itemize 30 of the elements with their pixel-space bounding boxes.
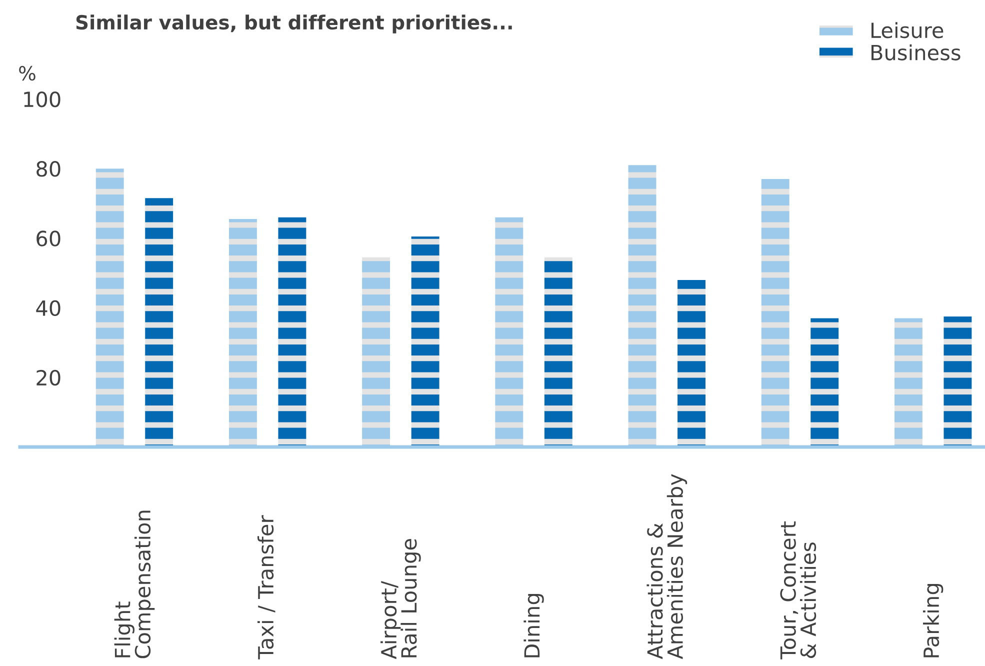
legend-label: Business [872, 44, 960, 60]
y-tick-label: 100 [24, 91, 60, 108]
y-tick-label: 20 [36, 370, 60, 386]
y-tick-label: 60 [36, 230, 60, 246]
y-axis-title: % [19, 66, 36, 81]
bar [278, 217, 306, 447]
bar [628, 165, 656, 447]
x-tick-label: Parking [923, 584, 944, 658]
x-tick-label: Attractions & Amenities Nearby [646, 474, 688, 660]
x-tick-label: Dining [524, 594, 544, 658]
x-tick-label: Airport/ Rail Lounge [380, 539, 421, 660]
bar [678, 280, 706, 447]
y-tick-label: 80 [36, 161, 60, 177]
x-tick-label: Taxi / Transfer [257, 515, 276, 660]
bar [96, 168, 124, 447]
bar [495, 217, 524, 447]
y-tick-label: 40 [36, 300, 60, 316]
bar [145, 198, 174, 447]
bar [761, 179, 790, 447]
bar [544, 257, 572, 447]
x-tick-label: Tour, Concert & Activities [780, 521, 816, 660]
legend-label: Leisure [872, 22, 944, 38]
bar [944, 316, 972, 447]
chart-title: Similar values, but different priorities... [76, 14, 512, 34]
x-tick-label: Flight Compensation [114, 510, 155, 658]
bar [362, 257, 390, 447]
bar [411, 236, 440, 447]
bar [810, 318, 839, 447]
bar [894, 318, 922, 447]
bar [228, 219, 257, 447]
